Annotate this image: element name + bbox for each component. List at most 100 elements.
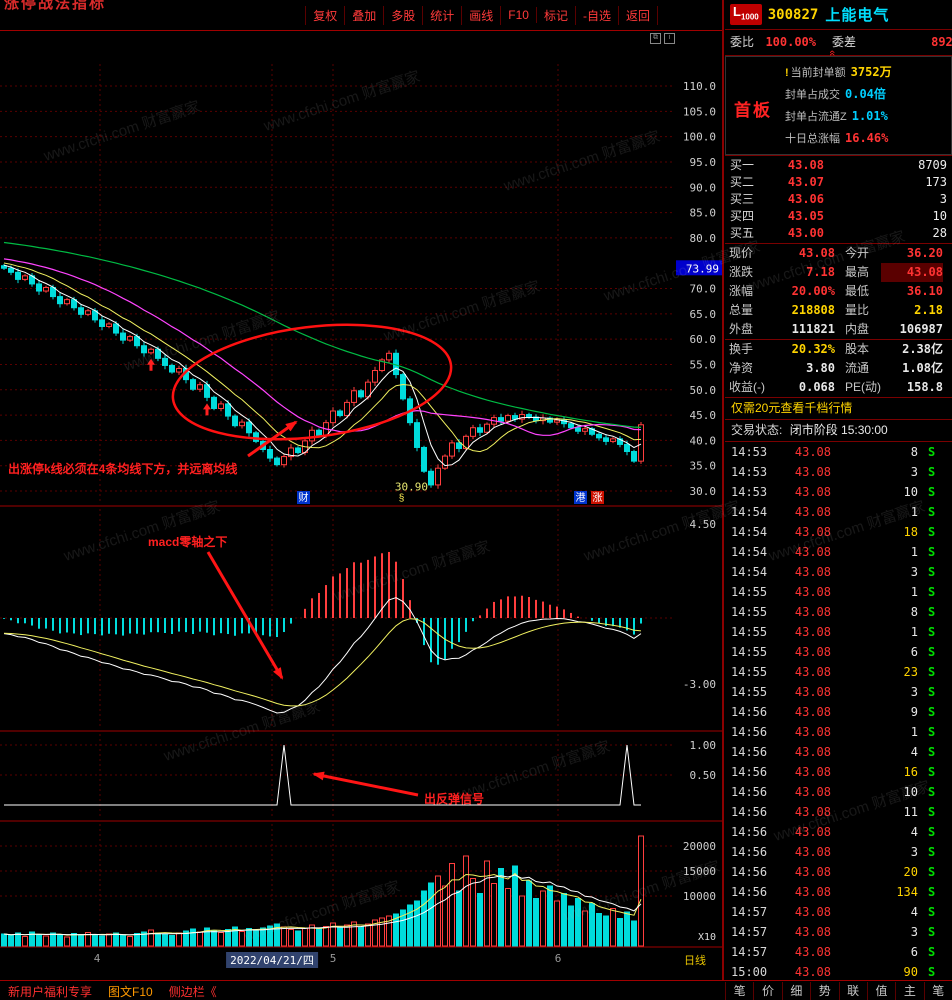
- bid-quantity: 8709: [918, 158, 947, 172]
- tick-row: 14:56 43.08 11 S: [725, 802, 952, 822]
- tick-row: 14:54 43.08 1 S: [725, 502, 952, 522]
- tick-side-flag: S: [928, 545, 936, 559]
- quote-panel: L1000 300827 上能电气 委比 100.00% 委差 8923 « 首…: [725, 0, 952, 1000]
- tick-time: 15:00: [731, 965, 768, 979]
- volume-bar: [15, 932, 21, 947]
- candle: [113, 323, 119, 334]
- volume-bar: [78, 935, 84, 947]
- volume-bar: [393, 913, 399, 947]
- tick-side-flag: S: [928, 685, 936, 699]
- candle: [400, 374, 406, 400]
- price-marker-chip: [676, 260, 722, 276]
- axis-label: 0.50: [690, 769, 717, 782]
- volume-bar: [246, 928, 252, 947]
- chart-maximize-icon[interactable]: ⧉: [650, 33, 661, 44]
- tick-volume: 1: [910, 505, 918, 519]
- candle: [582, 428, 588, 432]
- level2-promo-link[interactable]: 仅需20元查看千档行情: [725, 398, 952, 420]
- bottom-tab-5[interactable]: 值: [866, 981, 895, 1000]
- tick-time: 14:56: [731, 805, 768, 819]
- tick-volume: 134: [896, 885, 918, 899]
- menu-item-6[interactable]: 标记: [537, 5, 576, 25]
- dif-line: [3, 597, 642, 714]
- stock-name[interactable]: 上能电气: [825, 7, 890, 24]
- tick-row: 14:56 43.08 10 S: [725, 782, 952, 802]
- volume-bar: [64, 936, 70, 947]
- collapse-chevron-icon[interactable]: «: [826, 49, 839, 57]
- tick-row: 14:55 43.08 23 S: [725, 662, 952, 682]
- menu-item-5[interactable]: F10: [501, 7, 537, 23]
- bottom-tab-2[interactable]: 细: [781, 981, 810, 1000]
- f10-link[interactable]: 图文F10: [108, 984, 153, 999]
- sidebar-toggle[interactable]: 侧边栏《: [168, 984, 217, 999]
- tick-price: 43.08: [794, 505, 831, 519]
- event-badge: [574, 491, 587, 504]
- quote-label: 涨幅: [729, 284, 754, 298]
- bottom-tab-4[interactable]: 联: [838, 981, 867, 1000]
- new-user-promo-link[interactable]: 新用户福利专享: [8, 984, 93, 999]
- candle: [281, 456, 287, 466]
- weicha-value: 8923: [931, 35, 952, 49]
- volume-bar: [29, 931, 35, 947]
- tick-volume: 9: [910, 705, 918, 719]
- stock-code[interactable]: 300827: [767, 6, 819, 23]
- chart-area[interactable]: 110.0 105.0 100.0 95.0 90.0 85.0 80.0 70.0 65.0 6…: [0, 30, 722, 950]
- candle: [78, 307, 84, 315]
- volume-bar: [386, 915, 392, 947]
- menu-item-4[interactable]: 画线: [462, 5, 502, 25]
- candle: [526, 414, 532, 418]
- bottom-tab-1[interactable]: 价: [753, 981, 781, 1000]
- tick-side-flag: S: [928, 665, 936, 679]
- tick-time: 14:56: [731, 865, 768, 879]
- candle: [435, 467, 441, 486]
- volume-bar: [589, 903, 595, 947]
- axis-label: 30.0: [690, 485, 717, 498]
- volume-bar: [365, 923, 371, 947]
- quote-label: 最高: [845, 265, 870, 279]
- candle: [176, 367, 182, 373]
- bottom-tab-6[interactable]: 主: [895, 981, 923, 1000]
- bottom-tab-7[interactable]: 笔: [923, 981, 952, 1000]
- bid-quantity: 28: [932, 226, 947, 240]
- bottom-tab-3[interactable]: 势: [810, 981, 838, 1000]
- menu-item-8[interactable]: 返回: [619, 5, 658, 25]
- tick-row: 15:00 43.08 90 S: [725, 962, 952, 982]
- period-label[interactable]: 日线: [684, 955, 706, 967]
- quote-value: 111821: [791, 322, 835, 336]
- volume-bar: [547, 885, 553, 947]
- candle: [295, 447, 301, 454]
- tick-list[interactable]: 14:53 43.08 8 S 14:53 43.08 3 S 14:53 43.08 10 S 14:…: [725, 442, 952, 982]
- quote-label: 换手: [729, 342, 754, 356]
- candle: [372, 370, 378, 383]
- menu-item-1[interactable]: 叠加: [345, 5, 385, 25]
- quote-label: 外盘: [729, 322, 754, 336]
- candle: [337, 410, 343, 417]
- date-axis: 日线 4 2022/04/21/四 5 6: [0, 950, 722, 968]
- annotation-macd-below-zero: macd零轴之下: [148, 535, 228, 549]
- tick-volume: 1: [910, 725, 918, 739]
- volume-bar: [225, 929, 231, 947]
- menu-item-2[interactable]: 多股: [384, 5, 424, 25]
- volume-bar: [610, 908, 616, 947]
- bid-row-4: 买四 43.05 10: [725, 208, 952, 225]
- menu-item-0[interactable]: 复权: [305, 5, 346, 25]
- candle: [330, 410, 336, 424]
- menu-item-3[interactable]: 统计: [423, 5, 463, 25]
- menu-item-7[interactable]: -自选: [576, 5, 619, 25]
- event-badge: [297, 491, 310, 504]
- chart-info-icon[interactable]: i: [664, 33, 675, 44]
- bid-quantity: 10: [932, 209, 947, 223]
- tick-side-flag: S: [928, 745, 936, 759]
- tick-price: 43.08: [794, 465, 831, 479]
- axis-label: 70.0: [690, 283, 717, 296]
- bottom-tab-0[interactable]: 笔: [725, 981, 753, 1000]
- candle: [379, 359, 385, 372]
- volume-bar: [183, 930, 189, 947]
- axis-label: 20000: [683, 840, 716, 853]
- level2-badge: L1000: [730, 3, 762, 26]
- quote-label: 股本: [845, 342, 870, 356]
- tick-time: 14:53: [731, 485, 768, 499]
- volume-bar: [519, 895, 525, 947]
- event-badge: [591, 491, 604, 504]
- candle: [197, 384, 203, 390]
